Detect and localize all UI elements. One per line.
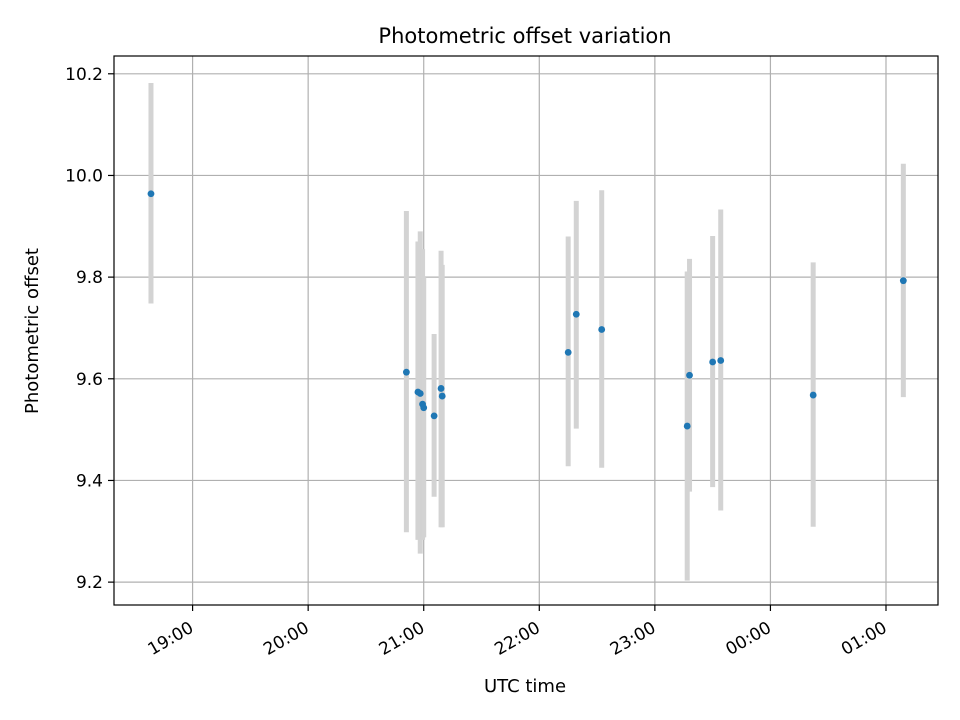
data-point: [437, 385, 445, 392]
x-tick-label: 22:00: [491, 618, 543, 660]
data-point: [572, 310, 580, 318]
data-point: [438, 392, 446, 400]
data-point: [717, 357, 725, 364]
data-point: [683, 422, 691, 430]
x-axis-label: UTC time: [484, 676, 566, 697]
y-tick-label: 10.0: [65, 166, 103, 186]
grid-lines: [114, 56, 938, 605]
data-point: [147, 190, 155, 198]
chart-title: Photometric offset variation: [378, 24, 671, 48]
y-axis-label: Photometric offset: [22, 248, 43, 414]
x-axis-ticks: 19:00 20:00 21:00 22:00 23:00 00:00 01:00: [145, 605, 890, 660]
y-tick-label: 9.8: [76, 268, 103, 288]
data-point: [598, 326, 606, 333]
x-tick-label: 19:00: [145, 618, 197, 660]
y-tick-label: 9.2: [76, 573, 103, 593]
x-tick-label: 21:00: [376, 618, 428, 660]
data-points: [147, 190, 907, 430]
data-point: [899, 277, 907, 285]
x-tick-label: 01:00: [838, 618, 890, 660]
data-point: [430, 412, 438, 420]
data-point: [686, 371, 693, 379]
y-tick-label: 9.6: [76, 370, 103, 390]
y-tick-label: 10.2: [65, 65, 103, 85]
data-point: [709, 358, 717, 366]
x-tick-label: 00:00: [722, 618, 774, 660]
data-point: [420, 404, 428, 412]
data-point: [809, 391, 817, 399]
x-tick-label: 20:00: [260, 618, 312, 660]
error-bars: [148, 82, 906, 581]
data-point: [402, 368, 410, 376]
plot-area-frame: [113, 55, 939, 606]
data-point: [416, 390, 424, 397]
data-point: [564, 348, 572, 356]
x-tick-label: 23:00: [607, 618, 659, 660]
y-tick-label: 9.4: [76, 471, 103, 491]
y-axis-ticks: 9.2 9.4 9.6 9.8 10.0 10.2: [65, 65, 114, 593]
